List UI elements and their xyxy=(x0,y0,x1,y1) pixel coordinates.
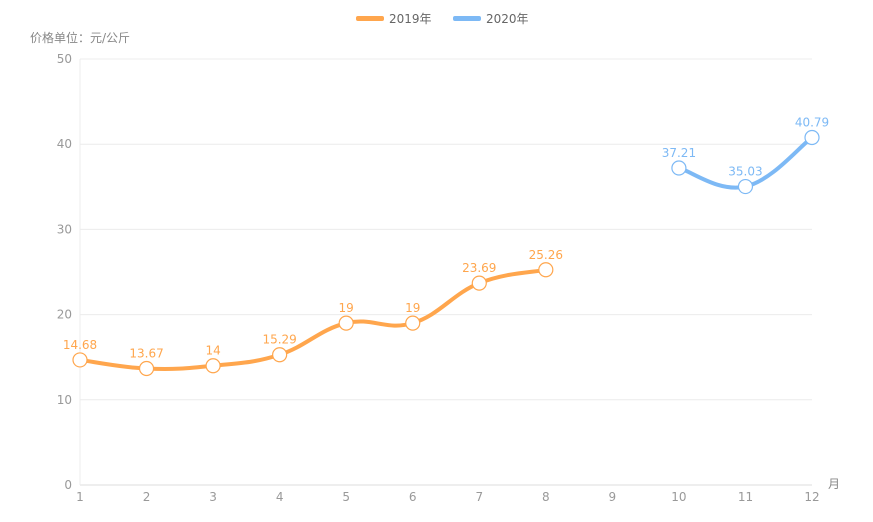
y-tick-label: 40 xyxy=(57,137,72,151)
grid xyxy=(80,58,812,401)
data-point xyxy=(272,347,288,363)
legend-label: 2020年 xyxy=(486,12,529,26)
x-tick-label: 5 xyxy=(342,490,350,504)
legend-swatch xyxy=(453,16,481,21)
legend: 2019年 2020年 xyxy=(356,12,529,26)
data-point xyxy=(538,262,554,278)
x-tick-label: 3 xyxy=(209,490,217,504)
data-label: 19 xyxy=(405,301,420,315)
x-tick-label: 9 xyxy=(609,490,617,504)
data-point xyxy=(737,178,754,195)
legend-label: 2019年 xyxy=(389,12,432,26)
series-group: 14.68 13.67 14 15.29 19 19 23.69 25.26 37.21 35.0… xyxy=(63,115,829,377)
data-point xyxy=(338,315,354,331)
x-tick-label: 8 xyxy=(542,490,550,504)
y-axis-label: 价格单位：元/公斤 xyxy=(30,30,130,45)
y-tick-label: 50 xyxy=(57,52,72,66)
y-tick-label: 10 xyxy=(57,393,72,407)
data-point xyxy=(205,358,221,374)
data-label: 15.29 xyxy=(262,333,296,347)
y-tick-label: 30 xyxy=(57,222,72,236)
data-label: 14 xyxy=(205,344,220,358)
data-label: 23.69 xyxy=(462,261,496,275)
x-tick-label: 1 xyxy=(76,490,84,504)
x-tick-label: 12 xyxy=(804,490,819,504)
data-point xyxy=(804,129,820,146)
data-point xyxy=(138,360,155,377)
series-line xyxy=(78,267,548,371)
data-point xyxy=(471,275,487,291)
data-label: 40.79 xyxy=(795,115,829,129)
data-point xyxy=(405,315,421,331)
x-tick-label: 11 xyxy=(738,490,753,504)
x-tick-label: 10 xyxy=(671,490,686,504)
data-point xyxy=(671,160,687,176)
x-tick-label: 4 xyxy=(276,490,284,504)
x-tick-label: 7 xyxy=(475,490,483,504)
x-tick-label: 6 xyxy=(409,490,417,504)
data-label: 25.26 xyxy=(529,248,563,262)
x-tick-label: 2 xyxy=(143,490,151,504)
x-axis-label: 月 xyxy=(828,477,840,491)
legend-swatch xyxy=(356,16,384,21)
data-label: 19 xyxy=(339,301,354,315)
data-label: 35.03 xyxy=(728,165,762,179)
data-label: 13.67 xyxy=(129,347,163,361)
data-label: 37.21 xyxy=(662,146,696,160)
y-tick-label: 0 xyxy=(64,478,72,492)
y-tick-label: 20 xyxy=(57,308,72,322)
data-point xyxy=(72,352,88,368)
data-label: 14.68 xyxy=(63,338,97,352)
